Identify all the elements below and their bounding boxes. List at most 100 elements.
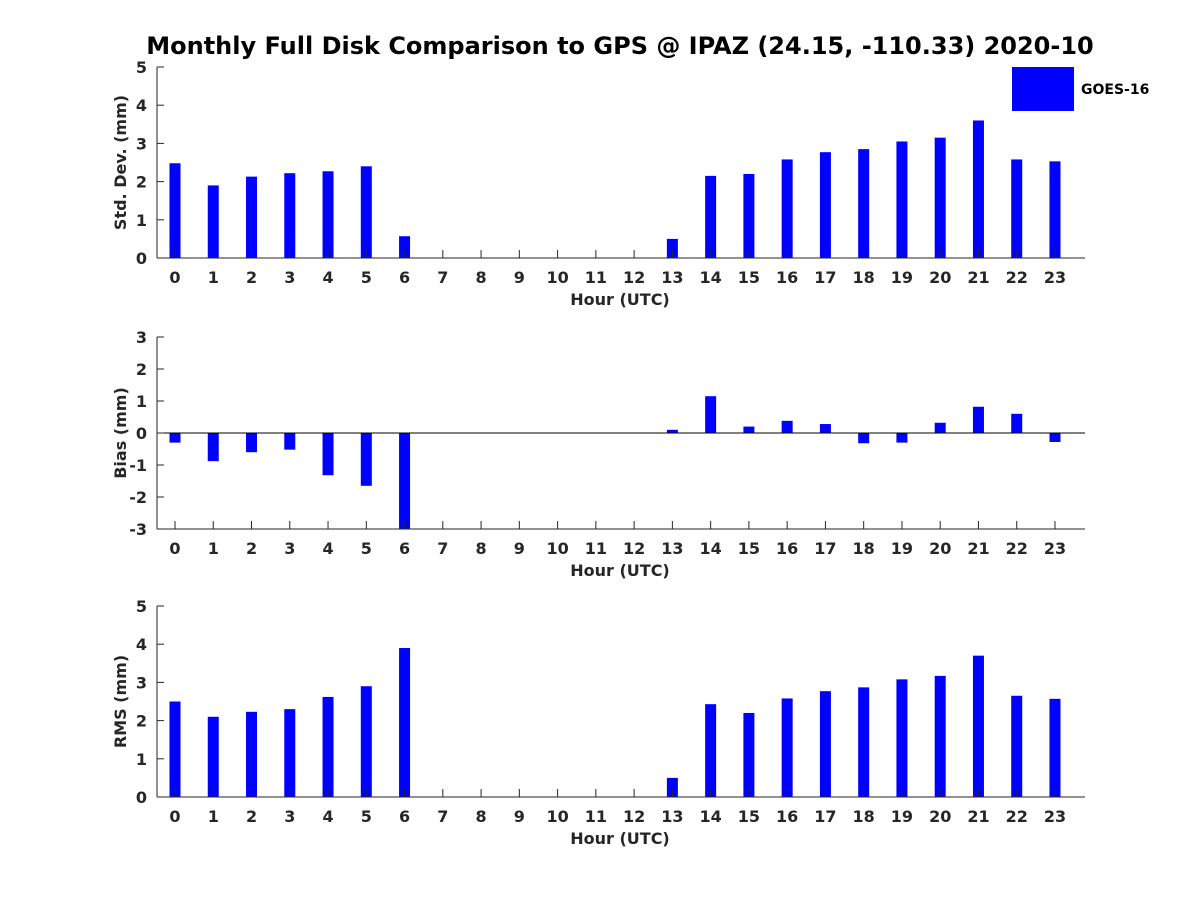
rms-x-tick-label: 6 [399, 807, 410, 826]
rms-x-tick-label: 10 [546, 807, 568, 826]
std-dev-bar-hour-17 [819, 152, 831, 258]
rms-bar-hour-0 [169, 701, 181, 797]
std-dev-bar-hour-5 [360, 166, 372, 258]
rms-x-tick-label: 21 [967, 807, 989, 826]
rms-bar-hour-4 [322, 696, 334, 797]
rms-y-tick-label: 1 [136, 750, 147, 769]
bias-bar-hour-4 [322, 433, 334, 476]
bias-x-tick-label: 17 [814, 539, 836, 558]
std-dev-x-tick-label: 21 [967, 268, 989, 287]
bias-y-tick-label: -3 [129, 520, 147, 539]
std-dev-y-axis-label: Std. Dev. (mm) [111, 95, 130, 230]
rms-bar-hour-23 [1049, 698, 1061, 797]
bias-x-tick-label: 5 [361, 539, 372, 558]
chart-title: Monthly Full Disk Comparison to GPS @ IP… [146, 32, 1094, 60]
std-dev-x-tick-label: 17 [814, 268, 836, 287]
bias-x-tick-label: 22 [1006, 539, 1028, 558]
bias-bar-hour-21 [972, 406, 984, 433]
bias-x-tick-label: 14 [700, 539, 722, 558]
rms-bar-hour-14 [705, 704, 717, 797]
std-dev-x-tick-label: 10 [546, 268, 568, 287]
std-dev-x-tick-label: 18 [853, 268, 875, 287]
rms-bar-hour-18 [858, 687, 870, 797]
bias-bar-hour-6 [399, 433, 411, 529]
bias-bar-hour-23 [1049, 433, 1061, 442]
std-dev-bar-hour-0 [169, 163, 181, 258]
rms-y-axis-label: RMS (mm) [111, 655, 130, 748]
rms-bar-hour-22 [1011, 695, 1023, 797]
std-dev-x-tick-label: 14 [700, 268, 722, 287]
std-dev-bar-hour-19 [896, 141, 908, 258]
legend-label: GOES-16 [1081, 82, 1149, 98]
bias-bar-hour-17 [819, 424, 831, 433]
bias-bar-hour-15 [743, 426, 755, 433]
rms-x-tick-label: 20 [929, 807, 951, 826]
rms-x-axis-label: Hour (UTC) [570, 829, 670, 848]
std-dev-x-tick-label: 19 [891, 268, 913, 287]
rms-x-tick-label: 1 [208, 807, 219, 826]
std-dev-bar-hour-14 [705, 175, 717, 258]
rms-x-tick-label: 11 [585, 807, 607, 826]
bias-bar-hour-13 [666, 429, 678, 433]
std-dev-x-tick-label: 12 [623, 268, 645, 287]
bias-y-tick-label: 1 [136, 392, 147, 411]
bias-x-tick-label: 7 [437, 539, 448, 558]
std-dev-y-tick-label: 1 [136, 211, 147, 230]
rms-x-tick-label: 0 [169, 807, 180, 826]
rms-bar-hour-19 [896, 679, 908, 797]
rms-bar-hour-15 [743, 712, 755, 797]
std-dev-x-tick-label: 20 [929, 268, 951, 287]
std-dev-x-tick-label: 13 [661, 268, 683, 287]
rms-x-tick-label: 23 [1044, 807, 1066, 826]
bias-x-tick-label: 20 [929, 539, 951, 558]
std-dev-x-tick-label: 2 [246, 268, 257, 287]
std-dev-x-tick-label: 23 [1044, 268, 1066, 287]
rms-x-tick-label: 3 [284, 807, 295, 826]
legend-swatch [1012, 67, 1074, 111]
bias-x-tick-label: 6 [399, 539, 410, 558]
legend: GOES-16 [1012, 67, 1149, 111]
std-dev-bar-hour-16 [781, 159, 793, 258]
rms-x-tick-label: 8 [476, 807, 487, 826]
rms-bar-hour-20 [934, 675, 946, 797]
std-dev-x-tick-label: 7 [437, 268, 448, 287]
std-dev-x-tick-label: 6 [399, 268, 410, 287]
rms-x-tick-label: 4 [322, 807, 333, 826]
std-dev-x-tick-label: 5 [361, 268, 372, 287]
bias-x-tick-label: 9 [514, 539, 525, 558]
bias-x-tick-label: 10 [546, 539, 568, 558]
bias-y-tick-label: 2 [136, 360, 147, 379]
bias-y-tick-label: 0 [136, 424, 147, 443]
std-dev-x-tick-label: 1 [208, 268, 219, 287]
std-dev-x-tick-label: 22 [1006, 268, 1028, 287]
std-dev-bar-hour-23 [1049, 161, 1061, 258]
bias-y-tick-label: 3 [136, 328, 147, 347]
bias-x-tick-label: 0 [169, 539, 180, 558]
std-dev-x-tick-label: 0 [169, 268, 180, 287]
bias-x-tick-label: 3 [284, 539, 295, 558]
bias-x-tick-label: 16 [776, 539, 798, 558]
std-dev-bar-hour-6 [399, 236, 411, 258]
bias-bar-hour-20 [934, 422, 946, 433]
bias-bar-hour-1 [207, 433, 219, 462]
std-dev-x-tick-label: 3 [284, 268, 295, 287]
bias-x-tick-label: 12 [623, 539, 645, 558]
std-dev-x-tick-label: 16 [776, 268, 798, 287]
std-dev-bar-hour-21 [972, 120, 984, 258]
bias-bar-hour-0 [169, 433, 181, 443]
std-dev-x-tick-label: 11 [585, 268, 607, 287]
std-dev-x-tick-label: 8 [476, 268, 487, 287]
bias-x-tick-label: 18 [853, 539, 875, 558]
rms-x-tick-label: 22 [1006, 807, 1028, 826]
bias-bar-hour-18 [858, 433, 870, 444]
bias-x-tick-label: 19 [891, 539, 913, 558]
bias-x-tick-label: 1 [208, 539, 219, 558]
std-dev-bar-hour-2 [246, 176, 258, 258]
std-dev-bar-hour-20 [934, 137, 946, 258]
bias-y-axis-label: Bias (mm) [111, 387, 130, 479]
bias-x-tick-label: 13 [661, 539, 683, 558]
rms-y-tick-label: 5 [136, 597, 147, 616]
rms-y-tick-label: 3 [136, 673, 147, 692]
rms-x-tick-label: 13 [661, 807, 683, 826]
